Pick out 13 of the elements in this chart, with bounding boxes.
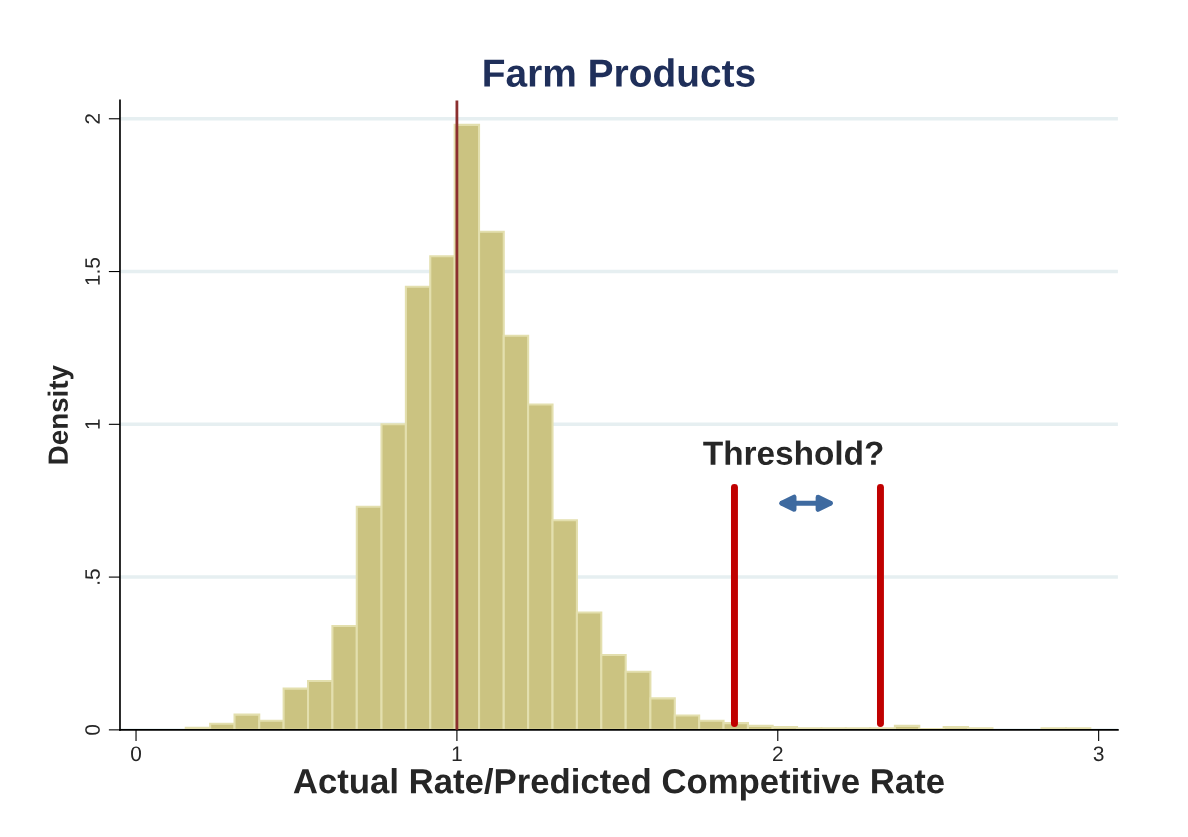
y-tick-label: .5 [85, 569, 100, 584]
x-tick-label: 1 [452, 746, 462, 761]
y-tick-label: 1.5 [85, 257, 100, 285]
x-tick-label: 3 [1093, 746, 1104, 762]
x-tick-label: 0 [131, 746, 142, 762]
chart-title: Farm Products [484, 58, 755, 87]
x-tick-label: 2 [773, 746, 783, 761]
y-tick-label: 1 [85, 419, 100, 429]
annotation: Threshold? [703, 440, 883, 466]
y-tick-label: 0 [85, 724, 100, 735]
x-axis-title: Actual Rate/Predicted Competitive Rate [293, 768, 944, 801]
y-tick-label: 2 [85, 114, 100, 124]
y-axis-title: Density [47, 365, 74, 464]
